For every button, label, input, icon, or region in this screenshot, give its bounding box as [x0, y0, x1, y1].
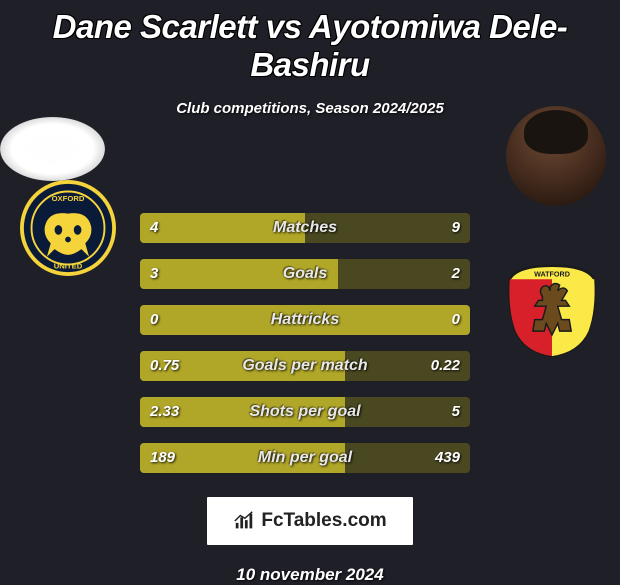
- stat-row: 4Matches9: [140, 213, 470, 243]
- watermark-text: FcTables.com: [261, 510, 386, 532]
- svg-text:OXFORD: OXFORD: [52, 194, 85, 203]
- chart-icon: [233, 510, 255, 532]
- stat-row: 2.33Shots per goal5: [140, 397, 470, 427]
- player-right-avatar: [506, 106, 606, 206]
- player-left-avatar: [0, 117, 105, 181]
- stat-label: Matches: [140, 213, 470, 243]
- stat-value-right: 439: [435, 443, 460, 473]
- stat-row: 0Hattricks0: [140, 305, 470, 335]
- stat-row: 0.75Goals per match0.22: [140, 351, 470, 381]
- date-text: 10 november 2024: [0, 565, 620, 585]
- stat-value-right: 9: [452, 213, 460, 243]
- stat-label: Goals: [140, 259, 470, 289]
- watermark-badge: FcTables.com: [207, 497, 413, 545]
- stat-value-right: 0.22: [431, 351, 460, 381]
- stat-value-right: 2: [452, 259, 460, 289]
- stat-label: Min per goal: [140, 443, 470, 473]
- stat-label: Hattricks: [140, 305, 470, 335]
- stat-row: 189Min per goal439: [140, 443, 470, 473]
- comparison-chart: 4Matches9 3Goals2 0Hattricks0 0.75Goals per…: [0, 213, 620, 483]
- stat-row: 3Goals2: [140, 259, 470, 289]
- stat-value-right: 5: [452, 397, 460, 427]
- stat-value-right: 0: [452, 305, 460, 335]
- page-title: Dane Scarlett vs Ayotomiwa Dele-Bashiru: [0, 0, 620, 84]
- stat-label: Shots per goal: [140, 397, 470, 427]
- stat-label: Goals per match: [140, 351, 470, 381]
